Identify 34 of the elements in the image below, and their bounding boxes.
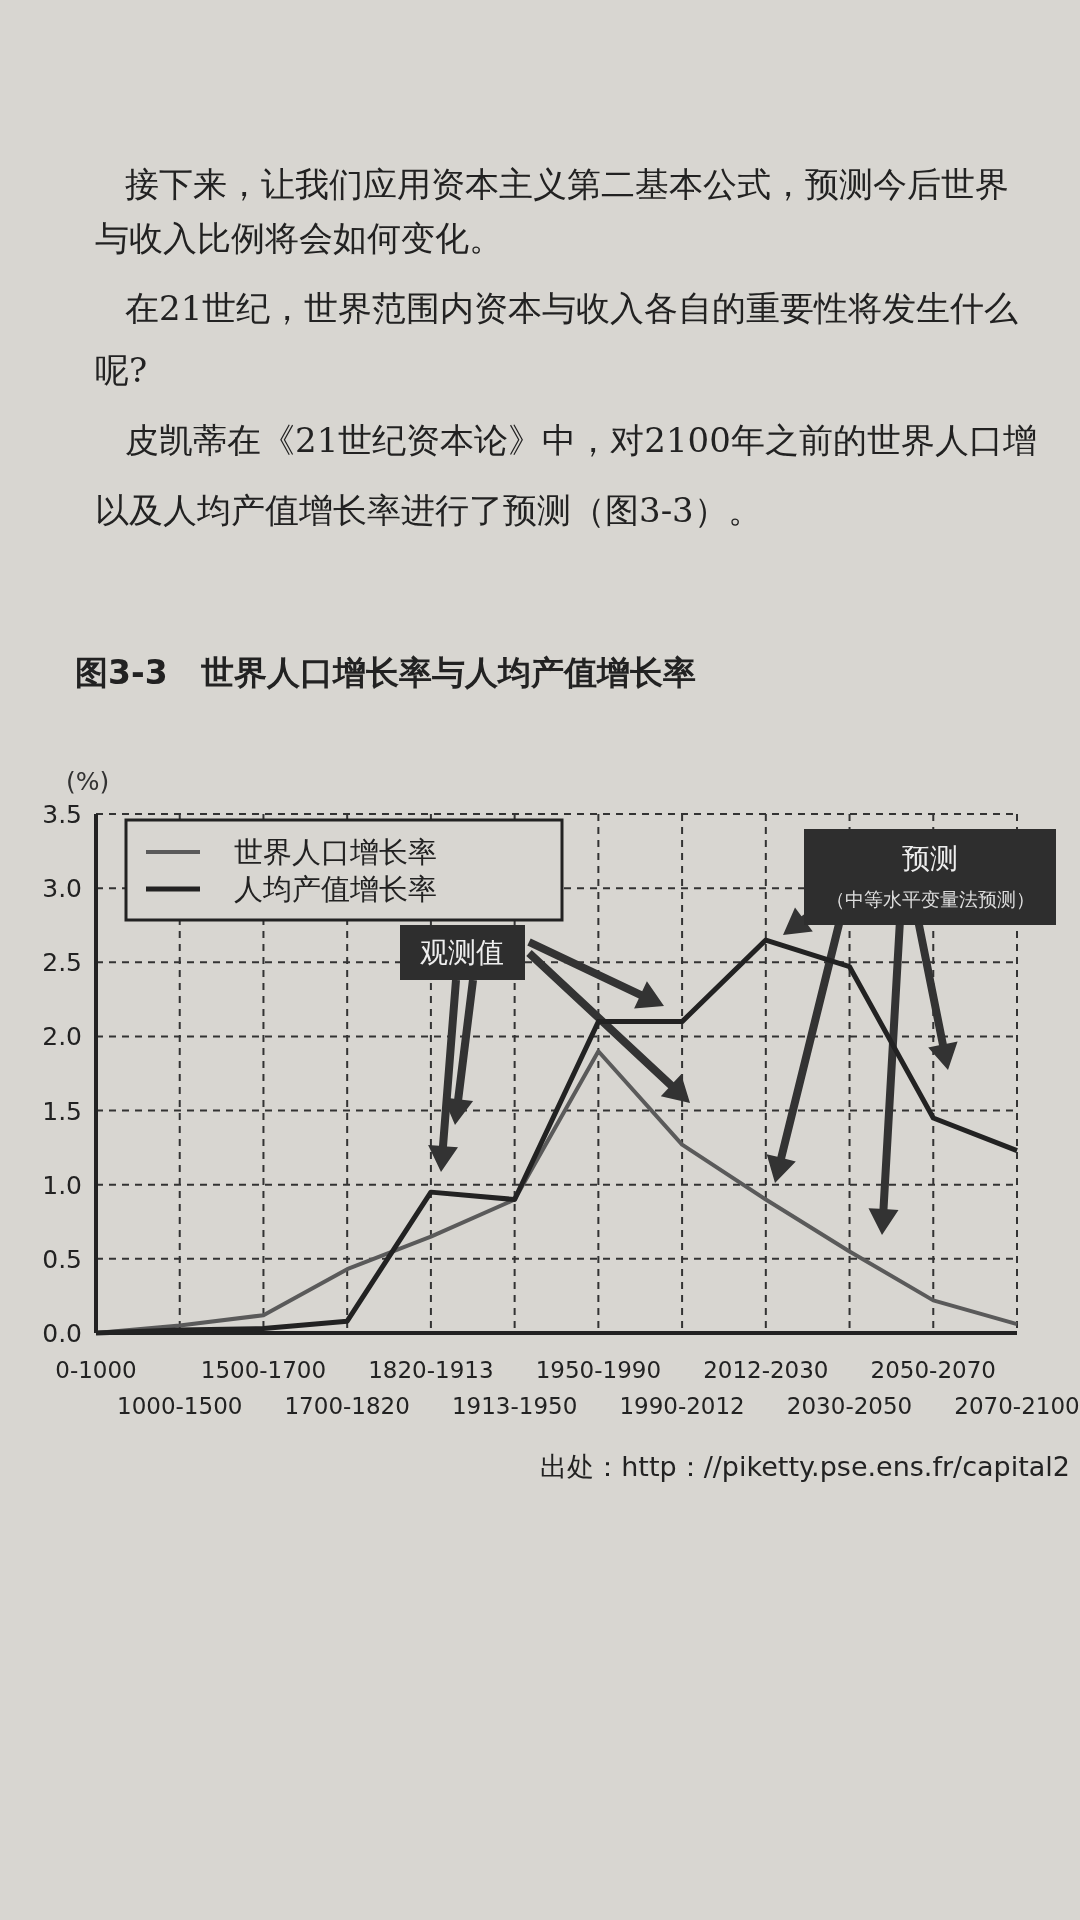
x-tick-label: 1990-2012 bbox=[619, 1393, 745, 1419]
annotation: （中等水平变量法预测） bbox=[825, 888, 1035, 910]
y-tick-label: 3.5 bbox=[42, 800, 82, 829]
x-tick-label: 2030-2050 bbox=[786, 1393, 913, 1419]
text: 呢? bbox=[95, 350, 148, 390]
y-tick-label: 3.0 bbox=[42, 874, 82, 904]
y-tick-label: 2.5 bbox=[42, 948, 82, 978]
x-tick-label: 1913-1950 bbox=[451, 1393, 578, 1419]
text: 接下来，让我们应用资本主义第二基本公式，预测今后世界 bbox=[125, 164, 1009, 204]
x-tick-label: 2050-2070 bbox=[870, 1357, 996, 1383]
x-tick-label: 0-1000 bbox=[55, 1357, 137, 1383]
x-tick-label: 1500-1700 bbox=[200, 1357, 327, 1383]
text: 与收入比例将会如何变化。 bbox=[95, 218, 503, 258]
y-tick-label: 1.0 bbox=[42, 1170, 82, 1200]
x-tick-label: 1950-1990 bbox=[535, 1357, 662, 1383]
y-tick-label: 1.5 bbox=[42, 1096, 82, 1126]
text: 皮凯蒂在《21世纪资本论》中，对2100年之前的世界人口增 bbox=[125, 420, 1037, 460]
y-tick-label: 2.0 bbox=[42, 1022, 82, 1052]
annotation: 观测值 bbox=[420, 936, 504, 969]
x-tick-label: 2012-2030 bbox=[703, 1357, 829, 1383]
text: 以及人均产值增长率进行了预测（图3-3）。 bbox=[95, 490, 762, 530]
x-tick-label: 1000-1500 bbox=[117, 1393, 243, 1419]
y-tick-label: 0.5 bbox=[42, 1244, 82, 1274]
legend-label: 人均产值增长率 bbox=[234, 872, 437, 906]
x-tick-label: 1820-1913 bbox=[368, 1357, 494, 1383]
annotation: 预测 bbox=[902, 842, 958, 875]
chart-title: 图3-3 世界人口增长率与人均产值增长率 bbox=[75, 653, 696, 692]
y-tick-label: 0.0 bbox=[42, 1319, 82, 1348]
x-tick-label: 2070-2100 bbox=[954, 1393, 1080, 1419]
text: 出处：http：//piketty.pse.ens.fr/capital2 bbox=[540, 1451, 1070, 1482]
legend-label: 世界人口增长率 bbox=[234, 835, 437, 869]
y-axis-title: (%) bbox=[66, 767, 110, 796]
text: 在21世纪，世界范围内资本与收入各自的重要性将发生什么 bbox=[125, 288, 1019, 328]
x-tick-label: 1700-1820 bbox=[284, 1393, 410, 1419]
